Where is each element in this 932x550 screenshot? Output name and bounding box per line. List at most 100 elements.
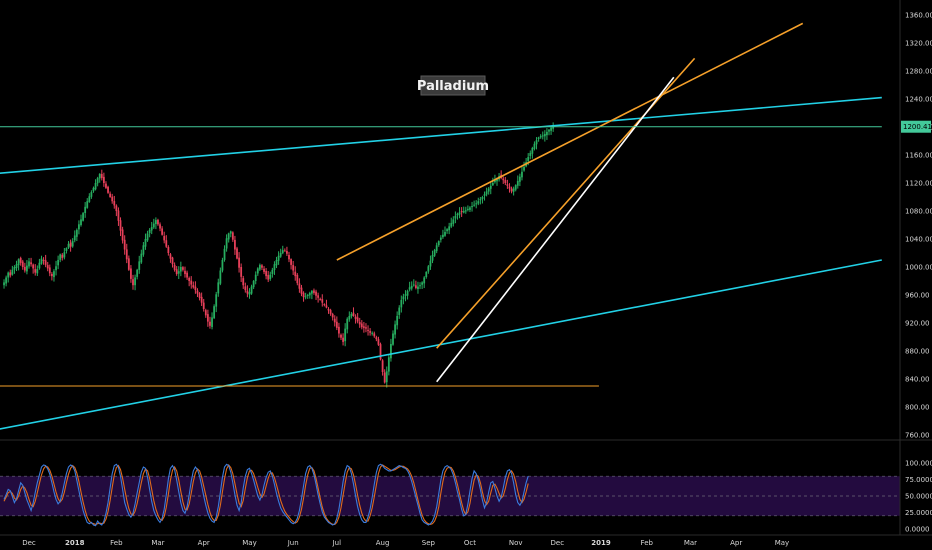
candle-body xyxy=(65,248,68,252)
candle-body xyxy=(202,302,205,309)
time-tick-label: Sep xyxy=(422,539,436,547)
price-tick-label: 1320.00 xyxy=(905,40,932,48)
candle-body xyxy=(458,212,461,215)
candle-body xyxy=(231,232,234,240)
candle-body xyxy=(244,286,247,291)
candle-body xyxy=(406,290,409,296)
price-tick-label: 1160.00 xyxy=(905,152,932,160)
candle-body xyxy=(111,196,114,202)
candle-body xyxy=(173,264,176,270)
candle-body xyxy=(267,275,270,280)
candle-body xyxy=(288,255,290,260)
candle-body xyxy=(213,306,216,319)
candle-body xyxy=(310,290,313,294)
candle-body xyxy=(338,326,340,334)
candle-body xyxy=(331,313,334,318)
candle-body xyxy=(265,271,268,277)
candle-body xyxy=(308,292,311,296)
candle-body xyxy=(535,140,538,145)
candle-body xyxy=(335,321,338,328)
candle-body xyxy=(256,268,259,274)
candle-body xyxy=(36,269,39,274)
oscillator-tick-label: 0.0000 xyxy=(905,526,930,534)
candle-body xyxy=(302,292,305,298)
candle-body xyxy=(516,180,519,186)
candle-body xyxy=(157,219,159,225)
candle-body xyxy=(96,178,99,184)
candle-body xyxy=(271,269,274,274)
candle-body xyxy=(196,290,199,294)
candle-body xyxy=(313,290,315,293)
price-tick-label: 1120.00 xyxy=(905,180,932,188)
candle-body xyxy=(439,237,442,240)
candle-body xyxy=(450,222,453,227)
white-support-line xyxy=(436,76,675,383)
candle-body xyxy=(42,259,45,261)
candle-body xyxy=(273,264,276,270)
candle-body xyxy=(46,265,49,269)
candle-body xyxy=(194,286,197,291)
candle-body xyxy=(496,178,498,182)
price-tick-label: 920.00 xyxy=(905,320,930,328)
candle-body xyxy=(304,296,307,298)
candle-body xyxy=(329,310,332,314)
candle-body xyxy=(44,260,47,265)
candle-body xyxy=(387,357,390,372)
candle-body xyxy=(444,232,446,236)
candle-body xyxy=(7,272,10,278)
candle-body xyxy=(433,250,436,256)
candle-body xyxy=(159,224,161,229)
candle-body xyxy=(394,324,396,335)
candle-body xyxy=(365,327,367,329)
candle-body xyxy=(82,213,84,221)
candle-body xyxy=(344,328,347,342)
candle-body xyxy=(23,266,26,271)
candle-body xyxy=(209,321,211,326)
candle-body xyxy=(477,201,480,204)
upper-channel-line xyxy=(0,96,882,174)
candle-body xyxy=(346,318,349,330)
candle-body xyxy=(435,245,438,252)
candle-body xyxy=(192,285,195,288)
candle-body xyxy=(512,188,515,192)
candle-body xyxy=(142,245,145,255)
candle-body xyxy=(242,278,245,286)
time-tick-label: Jun xyxy=(287,539,299,547)
candle-body xyxy=(9,272,12,276)
price-tick-label: 1080.00 xyxy=(905,208,932,216)
candle-body xyxy=(518,176,521,182)
candle-body xyxy=(127,258,130,270)
candle-body xyxy=(427,266,430,272)
candle-body xyxy=(144,239,147,247)
candle-body xyxy=(125,249,128,260)
candle-body xyxy=(105,183,107,188)
candle-body xyxy=(487,188,490,192)
price-tick-label: 1360.00 xyxy=(905,12,932,20)
candle-body xyxy=(431,255,434,261)
candle-body xyxy=(398,307,401,315)
candle-body xyxy=(550,127,552,131)
candle-body xyxy=(258,264,261,270)
candle-body xyxy=(373,333,376,337)
candle-body xyxy=(98,173,101,179)
time-tick-label: Apr xyxy=(730,539,742,547)
candle-body xyxy=(11,269,14,275)
price-tick-label: 840.00 xyxy=(905,376,930,384)
candle-body xyxy=(78,224,80,230)
candle-body xyxy=(30,262,32,265)
candle-body xyxy=(321,299,324,303)
candle-body xyxy=(506,184,509,186)
candle-body xyxy=(494,180,496,183)
candle-body xyxy=(227,233,230,240)
candle-body xyxy=(473,204,476,206)
candle-body xyxy=(292,265,295,271)
candle-body xyxy=(539,136,542,138)
candle-body xyxy=(94,183,97,190)
candle-body xyxy=(352,312,355,316)
price-tick-label: 800.00 xyxy=(905,404,930,412)
candle-body xyxy=(502,178,505,181)
candle-body xyxy=(471,206,473,208)
candle-body xyxy=(508,186,511,189)
chart-title-box: Palladium xyxy=(417,75,489,96)
time-tick-label: Aug xyxy=(376,539,390,547)
